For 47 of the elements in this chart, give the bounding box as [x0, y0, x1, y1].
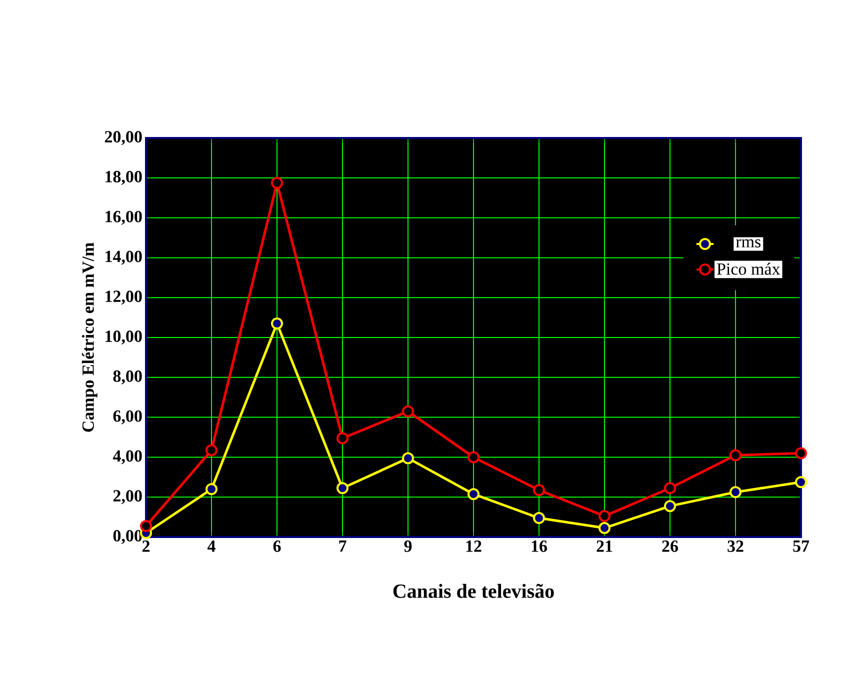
point: [664, 482, 676, 494]
point: [336, 482, 348, 494]
x-tick-label: 6: [273, 540, 281, 552]
point: [598, 510, 610, 522]
legend-label: rms: [736, 239, 761, 248]
point: [468, 488, 480, 500]
x-tick-label: 26: [662, 540, 678, 552]
point: [730, 486, 742, 498]
y-tick-label: 6,00: [113, 410, 142, 424]
y-axis-title: Campo Elétrico em mV/m: [82, 242, 98, 432]
y-tick-label: 8,00: [113, 370, 142, 384]
x-tick-label: 32: [728, 540, 744, 552]
x-tick-label: 9: [404, 540, 412, 552]
y-tick-label: 2,00: [113, 490, 142, 504]
y-tick-label: 18,00: [106, 170, 142, 185]
point: [271, 318, 283, 330]
point: [336, 432, 348, 444]
point: [533, 512, 546, 524]
y-tick-label: 4,00: [112, 450, 142, 464]
y-tick-label: 14,00: [106, 250, 142, 265]
x-tick-label: 21: [596, 540, 612, 552]
point: [402, 405, 414, 418]
x-tick-label: 16: [532, 540, 547, 552]
x-tick-label: 57: [793, 540, 810, 552]
point: [664, 500, 676, 512]
point: [271, 176, 283, 189]
y-tick-label: 10,00: [106, 330, 142, 344]
x-axis-title: Canais de televisão: [393, 584, 554, 598]
point: [206, 483, 218, 496]
x-tick-label: 2: [142, 540, 150, 552]
point: [795, 476, 808, 488]
point: [140, 520, 152, 532]
x-tick-label: 4: [207, 540, 216, 552]
y-tick-label: 20,00: [104, 131, 142, 145]
y-tick-label: 16,00: [106, 210, 142, 225]
y-tick-label: 12,00: [106, 290, 142, 305]
point: [795, 447, 808, 460]
point: [468, 451, 480, 464]
x-tick-label: 12: [466, 540, 482, 552]
legend-label: Pico máx: [717, 262, 780, 275]
point: [206, 444, 218, 456]
y-tick-label: 0,00: [113, 530, 142, 544]
x-tick-label: 7: [339, 540, 346, 552]
point: [402, 452, 414, 464]
point: [598, 522, 610, 534]
point: [533, 484, 546, 496]
point: [730, 449, 742, 462]
